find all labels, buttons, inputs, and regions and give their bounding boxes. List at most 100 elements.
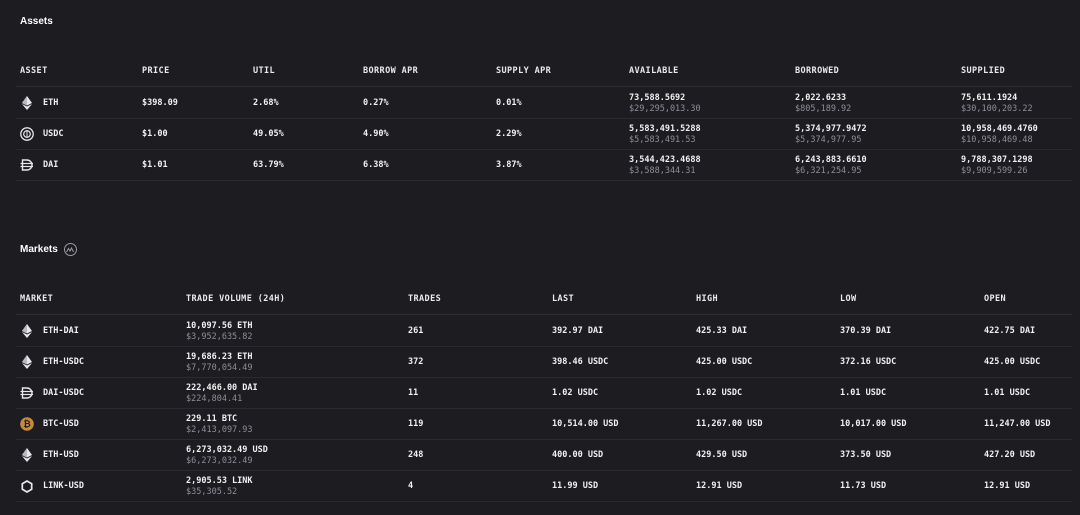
markets-title: Markets bbox=[20, 243, 77, 256]
market-last: 11.99 USD bbox=[552, 481, 599, 491]
market-low: 370.39 DAI bbox=[840, 326, 892, 336]
asset-borrow-apr: 6.38% bbox=[363, 160, 389, 170]
market-open: 11,247.00 USD bbox=[984, 419, 1051, 429]
market-high: 425.00 USDC bbox=[696, 357, 753, 367]
market-row[interactable]: LINK-USD 2,905.53 LINK $35,305.52 4 11.99 US… bbox=[0, 471, 1080, 502]
asset-available: 3,544,423.4688 bbox=[629, 154, 701, 165]
market-last: 392.97 DAI bbox=[552, 326, 604, 336]
asset-borrow-apr: 0.27% bbox=[363, 98, 389, 108]
asset-borrowed: 2,022.6233 bbox=[795, 92, 847, 103]
asset-util: 2.68% bbox=[253, 98, 279, 108]
market-trades: 4 bbox=[408, 481, 414, 491]
asset-row[interactable]: USDC $1.00 49.05% 4.90% 2.29% 5,583,491.5288 $… bbox=[0, 119, 1080, 150]
market-volume: 222,466.00 DAI bbox=[186, 382, 258, 393]
assets-header-supplied[interactable]: SUPPLIED bbox=[961, 66, 1006, 76]
markets-header-trades[interactable]: TRADES bbox=[408, 294, 442, 304]
markets-header-last[interactable]: LAST bbox=[552, 294, 575, 304]
asset-row[interactable]: DAI $1.01 63.79% 6.38% 3.87% 3,544,423.4688 $3… bbox=[0, 150, 1080, 181]
row-divider bbox=[16, 377, 1072, 378]
markets-header-high[interactable]: HIGH bbox=[696, 294, 719, 304]
assets-header-asset[interactable]: ASSET bbox=[20, 66, 48, 76]
assets-header-borrow-apr[interactable]: BORROW APR bbox=[363, 66, 419, 76]
dai-icon bbox=[20, 386, 34, 400]
market-row[interactable]: ₿ BTC-USD 229.11 BTC $2,413,097.93 119 10,514… bbox=[0, 409, 1080, 440]
markets-header-divider bbox=[16, 314, 1072, 315]
asset-available-usd: $3,588,344.31 bbox=[629, 165, 696, 176]
market-last: 398.46 USDC bbox=[552, 357, 609, 367]
asset-util: 63.79% bbox=[253, 160, 284, 170]
market-trades: 11 bbox=[408, 388, 419, 398]
market-trades: 372 bbox=[408, 357, 424, 367]
market-high: 425.33 DAI bbox=[696, 326, 748, 336]
market-high: 11,267.00 USD bbox=[696, 419, 763, 429]
asset-supplied: 75,611.1924 bbox=[961, 92, 1018, 103]
market-name: ETH-DAI bbox=[43, 326, 79, 336]
market-trades: 119 bbox=[408, 419, 424, 429]
market-volume: 6,273,032.49 USD bbox=[186, 444, 268, 455]
market-low: 373.50 USD bbox=[840, 450, 892, 460]
asset-available-usd: $29,295,013.30 bbox=[629, 103, 701, 114]
asset-supply-apr: 2.29% bbox=[496, 129, 522, 139]
market-open: 1.01 USDC bbox=[984, 388, 1031, 398]
market-row[interactable]: ETH-USDC 19,686.23 ETH $7,770,054.49 372 398… bbox=[0, 347, 1080, 378]
asset-borrowed-usd: $6,321,254.95 bbox=[795, 165, 862, 176]
market-volume-usd: $7,770,054.49 bbox=[186, 362, 253, 373]
row-divider bbox=[16, 439, 1072, 440]
asset-supply-apr: 0.01% bbox=[496, 98, 522, 108]
markets-header-volume[interactable]: TRADE VOLUME (24H) bbox=[186, 294, 286, 304]
asset-name: ETH bbox=[43, 98, 59, 108]
asset-available-usd: $5,583,491.53 bbox=[629, 134, 696, 145]
asset-available: 73,588.5692 bbox=[629, 92, 686, 103]
row-divider bbox=[16, 408, 1072, 409]
assets-title-text: Assets bbox=[20, 16, 53, 27]
link-icon bbox=[20, 479, 34, 493]
market-last: 400.00 USD bbox=[552, 450, 604, 460]
market-volume: 229.11 BTC bbox=[186, 413, 238, 424]
assets-header-available[interactable]: AVAILABLE bbox=[629, 66, 679, 76]
market-volume: 10,097.56 ETH bbox=[186, 320, 253, 331]
row-divider bbox=[16, 149, 1072, 150]
row-divider bbox=[16, 180, 1072, 181]
row-divider bbox=[16, 470, 1072, 471]
btc-icon: ₿ bbox=[20, 417, 34, 431]
markets-chart-icon[interactable] bbox=[63, 243, 77, 256]
assets-header-divider bbox=[16, 86, 1072, 87]
asset-supplied: 10,958,469.4760 bbox=[961, 123, 1038, 134]
eth-icon bbox=[20, 355, 34, 369]
asset-row[interactable]: ETH $398.09 2.68% 0.27% 0.01% 73,588.5692 $29,… bbox=[0, 88, 1080, 119]
eth-icon bbox=[20, 324, 34, 338]
asset-util: 49.05% bbox=[253, 129, 284, 139]
market-name: DAI-USDC bbox=[43, 388, 84, 398]
market-name: ETH-USDC bbox=[43, 357, 84, 367]
market-volume-usd: $3,952,635.82 bbox=[186, 331, 253, 342]
dai-icon bbox=[20, 158, 34, 172]
asset-supplied-usd: $10,958,469.48 bbox=[961, 134, 1033, 145]
asset-borrowed: 5,374,977.9472 bbox=[795, 123, 867, 134]
markets-title-text: Markets bbox=[20, 244, 58, 255]
asset-available: 5,583,491.5288 bbox=[629, 123, 701, 134]
market-row[interactable]: ETH-DAI 10,097.56 ETH $3,952,635.82 261 392.… bbox=[0, 316, 1080, 347]
market-name: ETH-USD bbox=[43, 450, 79, 460]
assets-header-price[interactable]: PRICE bbox=[142, 66, 170, 76]
markets-header-low[interactable]: LOW bbox=[840, 294, 857, 304]
assets-header-util[interactable]: UTIL bbox=[253, 66, 276, 76]
market-row[interactable]: ETH-USD 6,273,032.49 USD $6,273,032.49 248 4… bbox=[0, 440, 1080, 471]
market-last: 10,514.00 USD bbox=[552, 419, 619, 429]
market-last: 1.02 USDC bbox=[552, 388, 599, 398]
markets-header-market[interactable]: MARKET bbox=[20, 294, 54, 304]
row-divider bbox=[16, 501, 1072, 502]
asset-borrow-apr: 4.90% bbox=[363, 129, 389, 139]
usdc-icon bbox=[20, 127, 34, 141]
market-volume-usd: $2,413,097.93 bbox=[186, 424, 253, 435]
row-divider bbox=[16, 118, 1072, 119]
markets-header-open[interactable]: OPEN bbox=[984, 294, 1007, 304]
assets-header-supply-apr[interactable]: SUPPLY APR bbox=[496, 66, 552, 76]
assets-header-borrowed[interactable]: BORROWED bbox=[795, 66, 840, 76]
market-row[interactable]: DAI-USDC 222,466.00 DAI $224,804.41 11 1.02 … bbox=[0, 378, 1080, 409]
market-open: 422.75 DAI bbox=[984, 326, 1036, 336]
market-open: 427.20 USD bbox=[984, 450, 1036, 460]
asset-borrowed-usd: $805,189.92 bbox=[795, 103, 852, 114]
market-trades: 248 bbox=[408, 450, 424, 460]
market-low: 1.01 USDC bbox=[840, 388, 887, 398]
market-name: BTC-USD bbox=[43, 419, 79, 429]
